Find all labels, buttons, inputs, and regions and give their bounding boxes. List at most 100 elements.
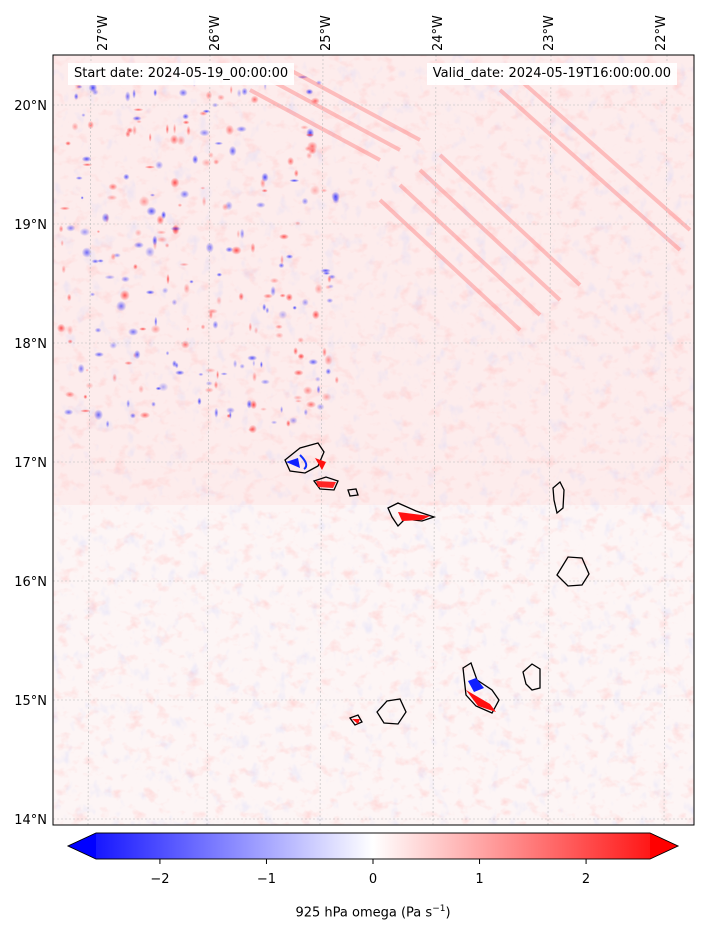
- omega-cell: [124, 361, 133, 366]
- omega-cell: [89, 292, 96, 297]
- omega-cell: [139, 411, 151, 419]
- omega-cell: [198, 372, 204, 377]
- omega-cell: [133, 263, 138, 270]
- omega-cell: [216, 296, 222, 305]
- omega-cell: [326, 298, 334, 304]
- omega-cell: [155, 160, 164, 170]
- colorbar-units: Pa s: [406, 905, 433, 921]
- omega-cell: [315, 80, 322, 86]
- omega-cell: [165, 124, 169, 135]
- colorbar-tick-label: 1: [475, 872, 483, 887]
- omega-cell: [250, 400, 258, 410]
- colorbar-tick-label: 0: [369, 872, 377, 887]
- omega-cell: [311, 310, 320, 320]
- omega-cell: [179, 262, 190, 267]
- island-coastlines: [284, 442, 590, 726]
- omega-cell: [176, 135, 186, 146]
- omega-cell: [66, 293, 72, 302]
- omega-cell: [94, 327, 102, 333]
- omega-cell: [199, 111, 208, 116]
- omega-cell: [79, 227, 91, 237]
- start-date-label: Start date: 2024-05-19_00:00:00: [68, 63, 295, 85]
- omega-cell: [236, 126, 247, 133]
- omega-cell: [128, 328, 139, 336]
- omega-cell: [139, 327, 147, 331]
- omega-cell: [180, 340, 190, 349]
- colorbar-tick-label: −2: [150, 872, 169, 887]
- omega-cell: [275, 324, 283, 330]
- omega-cell: [156, 236, 168, 243]
- lat-label: 15°N: [14, 694, 47, 709]
- omega-blobs: [57, 69, 340, 434]
- omega-cell: [91, 259, 100, 264]
- omega-cell: [173, 123, 177, 135]
- colorbar-low-extend: [68, 833, 96, 859]
- omega-cell: [132, 88, 136, 99]
- omega-cell: [310, 97, 320, 105]
- omega-cell: [327, 284, 334, 289]
- omega-cell: [57, 323, 66, 333]
- omega-cell: [325, 368, 332, 375]
- omega-cell: [285, 254, 294, 259]
- omega-cell: [303, 386, 313, 395]
- omega-cell: [182, 113, 190, 120]
- omega-cell: [231, 246, 242, 255]
- omega-cell: [297, 337, 305, 343]
- omega-cell: [216, 272, 223, 277]
- omega-cell: [280, 254, 284, 266]
- island-santo-antao: [284, 442, 325, 474]
- omega-cell: [63, 409, 74, 416]
- omega-cell: [226, 413, 231, 418]
- omega-cell: [217, 94, 225, 101]
- omega-cell: [174, 362, 179, 369]
- lon-label: 26°W: [208, 15, 223, 51]
- omega-cell: [81, 156, 92, 162]
- omega-cell: [229, 85, 233, 95]
- omega-cell: [155, 386, 162, 391]
- omega-cell: [293, 369, 304, 376]
- colorbar-bar: [67, 832, 679, 860]
- omega-cell: [85, 382, 94, 389]
- omega-cell: [300, 125, 309, 130]
- island-maio: [522, 663, 541, 691]
- omega-cell: [132, 116, 142, 121]
- omega-cell: [293, 347, 298, 356]
- omega-cell: [175, 370, 185, 376]
- omega-cell: [328, 274, 336, 280]
- lon-label: 24°W: [431, 15, 446, 51]
- lat-label: 19°N: [14, 218, 47, 233]
- island-sal: [552, 480, 565, 515]
- omega-cell: [254, 326, 259, 335]
- omega-cell: [126, 127, 134, 134]
- omega-cell: [80, 409, 91, 413]
- omega-cell: [81, 247, 92, 258]
- omega-cell: [292, 305, 297, 310]
- omega-cell: [270, 285, 276, 297]
- omega-cell: [201, 158, 212, 167]
- omega-cell: [105, 420, 110, 428]
- omega-cell: [293, 395, 303, 401]
- omega-cell: [289, 179, 300, 183]
- omega-cell: [149, 193, 156, 197]
- omega-cell: [161, 210, 167, 220]
- omega-cell: [146, 206, 157, 216]
- omega-cell: [252, 371, 257, 382]
- omega-cell: [189, 279, 194, 284]
- omega-cell: [61, 265, 66, 274]
- omega-cell: [85, 368, 89, 372]
- omega-cell: [265, 307, 270, 314]
- omega-cell: [239, 228, 245, 240]
- omega-cell: [134, 229, 142, 237]
- omega-cell: [211, 102, 219, 108]
- omega-cell: [286, 419, 291, 427]
- omega-cell: [213, 159, 220, 165]
- omega-cell: [279, 293, 286, 298]
- omega-cell: [208, 152, 214, 159]
- omega-cell: [80, 196, 84, 200]
- omega-cell: [200, 324, 206, 330]
- omega-cell: [308, 358, 319, 366]
- lon-label: 22°W: [654, 15, 669, 51]
- meridian-line: [663, 55, 668, 825]
- omega-cell: [96, 230, 101, 234]
